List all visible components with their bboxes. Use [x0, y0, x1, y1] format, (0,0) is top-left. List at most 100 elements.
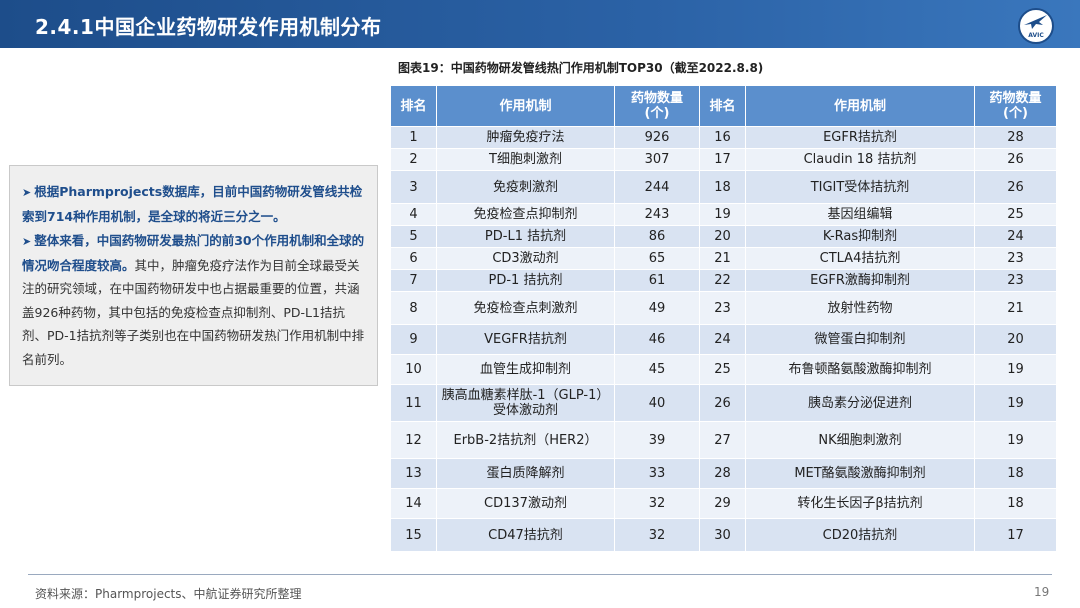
rank-cell: 17 [699, 148, 746, 171]
page-title: 2.4.1中国企业药物研发作用机制分布 [35, 15, 382, 39]
count-cell: 39 [614, 421, 700, 459]
mechanism-cell: PD-L1 拮抗剂 [436, 225, 615, 248]
mechanism-cell: Claudin 18 拮抗剂 [745, 148, 975, 171]
count-cell: 25 [974, 203, 1057, 226]
rank-cell: 29 [699, 488, 746, 519]
rank-cell: 7 [390, 269, 437, 292]
summary-box: ➤ 根据Pharmprojects数据库，目前中国药物研发管线共检索到714种作用… [9, 165, 378, 386]
count-cell: 24 [974, 225, 1057, 248]
rank-cell: 5 [390, 225, 437, 248]
table-row: 7 PD-1 拮抗剂 61 22 EGFR激酶抑制剂 23 [390, 269, 1057, 292]
count-cell: 28 [974, 126, 1057, 149]
mechanism-cell: EGFR激酶抑制剂 [745, 269, 975, 292]
company-logo: AVIC [1018, 8, 1054, 44]
count-cell: 926 [614, 126, 700, 149]
count-cell: 46 [614, 324, 700, 355]
rank-cell: 23 [699, 291, 746, 325]
count-cell: 61 [614, 269, 700, 292]
table-row: 4 免疫检查点抑制剂 243 19 基因组编辑 25 [390, 203, 1057, 226]
rank-cell: 13 [390, 458, 437, 489]
rank-cell: 27 [699, 421, 746, 459]
rank-cell: 6 [390, 247, 437, 270]
table-row: 12 ErbB-2拮抗剂（HER2） 39 27 NK细胞刺激剂 19 [390, 421, 1057, 459]
rank-cell: 19 [699, 203, 746, 226]
count-cell: 243 [614, 203, 700, 226]
arrow-right-icon: ➤ [22, 186, 32, 199]
count-cell: 33 [614, 458, 700, 489]
mechanism-cell: 血管生成抑制剂 [436, 354, 615, 385]
mechanism-cell: 蛋白质降解剂 [436, 458, 615, 489]
mechanism-cell: ErbB-2拮抗剂（HER2） [436, 421, 615, 459]
count-cell: 65 [614, 247, 700, 270]
count-cell: 32 [614, 518, 700, 552]
rank-cell: 25 [699, 354, 746, 385]
rank-cell: 24 [699, 324, 746, 355]
header-mechanism: 作用机制 [745, 85, 975, 127]
mechanism-cell: 免疫检查点抑制剂 [436, 203, 615, 226]
header-rank: 排名 [390, 85, 437, 127]
table-row: 9 VEGFR拮抗剂 46 24 微管蛋白抑制剂 20 [390, 324, 1057, 355]
rank-cell: 20 [699, 225, 746, 248]
mechanism-cell: CD3激动剂 [436, 247, 615, 270]
mechanism-cell: TIGIT受体拮抗剂 [745, 170, 975, 204]
count-cell: 19 [974, 354, 1057, 385]
table-header-row: 排名 作用机制 药物数量 (个) 排名 作用机制 药物数量 (个) [390, 85, 1057, 127]
rank-cell: 30 [699, 518, 746, 552]
table-row: 11 胰高血糖素样肽-1（GLP-1）受体激动剂 40 26 胰岛素分泌促进剂 19 [390, 384, 1057, 422]
mechanism-cell: PD-1 拮抗剂 [436, 269, 615, 292]
mechanism-cell: 免疫检查点刺激剂 [436, 291, 615, 325]
source-note: 资料来源：Pharmprojects、中航证券研究所整理 [35, 587, 302, 601]
footer-divider [28, 574, 1052, 575]
count-cell: 18 [974, 488, 1057, 519]
header-count: 药物数量 (个) [614, 85, 700, 127]
mechanism-cell: 免疫刺激剂 [436, 170, 615, 204]
rank-cell: 12 [390, 421, 437, 459]
plane-icon [1024, 15, 1047, 29]
rank-cell: 1 [390, 126, 437, 149]
mechanism-cell: NK细胞刺激剂 [745, 421, 975, 459]
count-cell: 40 [614, 384, 700, 422]
mechanism-ranking-table: 排名 作用机制 药物数量 (个) 排名 作用机制 药物数量 (个) 1 肿瘤免疫疗法 9… [390, 85, 1057, 552]
mechanism-cell: 胰高血糖素样肽-1（GLP-1）受体激动剂 [436, 384, 615, 422]
table-row: 5 PD-L1 拮抗剂 86 20 K-Ras抑制剂 24 [390, 225, 1057, 248]
count-cell: 26 [974, 148, 1057, 171]
count-cell: 49 [614, 291, 700, 325]
table-row: 13 蛋白质降解剂 33 28 MET酪氨酸激酶抑制剂 18 [390, 458, 1057, 489]
rank-cell: 21 [699, 247, 746, 270]
rank-cell: 18 [699, 170, 746, 204]
mechanism-cell: MET酪氨酸激酶抑制剂 [745, 458, 975, 489]
count-cell: 26 [974, 170, 1057, 204]
logo-text: AVIC [1028, 32, 1044, 39]
count-cell: 244 [614, 170, 700, 204]
count-cell: 19 [974, 421, 1057, 459]
mechanism-cell: T细胞刺激剂 [436, 148, 615, 171]
mechanism-cell: 放射性药物 [745, 291, 975, 325]
count-cell: 45 [614, 354, 700, 385]
header-count: 药物数量 (个) [974, 85, 1057, 127]
header-mechanism: 作用机制 [436, 85, 615, 127]
mechanism-cell: 转化生长因子β拮抗剂 [745, 488, 975, 519]
mechanism-cell: EGFR拮抗剂 [745, 126, 975, 149]
table-row: 1 肿瘤免疫疗法 926 16 EGFR拮抗剂 28 [390, 126, 1057, 149]
mechanism-cell: 布鲁顿酪氨酸激酶抑制剂 [745, 354, 975, 385]
rank-cell: 15 [390, 518, 437, 552]
rank-cell: 2 [390, 148, 437, 171]
count-cell: 23 [974, 247, 1057, 270]
table-row: 6 CD3激动剂 65 21 CTLA4拮抗剂 23 [390, 247, 1057, 270]
table-row: 10 血管生成抑制剂 45 25 布鲁顿酪氨酸激酶抑制剂 19 [390, 354, 1057, 385]
mechanism-cell: 胰岛素分泌促进剂 [745, 384, 975, 422]
count-cell: 23 [974, 269, 1057, 292]
mechanism-cell: CD47拮抗剂 [436, 518, 615, 552]
table-row: 8 免疫检查点刺激剂 49 23 放射性药物 21 [390, 291, 1057, 325]
table-row: 2 T细胞刺激剂 307 17 Claudin 18 拮抗剂 26 [390, 148, 1057, 171]
rank-cell: 28 [699, 458, 746, 489]
count-cell: 18 [974, 458, 1057, 489]
table-row: 14 CD137激动剂 32 29 转化生长因子β拮抗剂 18 [390, 488, 1057, 519]
bullet-text: 其中，肿瘤免疫疗法作为目前全球最受关注的研究领域，在中国药物研发中也占据最重要的… [22, 257, 365, 367]
mechanism-cell: 基因组编辑 [745, 203, 975, 226]
count-cell: 32 [614, 488, 700, 519]
mechanism-cell: 微管蛋白抑制剂 [745, 324, 975, 355]
bullet-highlight: 整体来看，中国药物研发最热门的前30个作用机制和全球的情况吻合程度较高。 [22, 233, 365, 273]
rank-cell: 10 [390, 354, 437, 385]
rank-cell: 22 [699, 269, 746, 292]
